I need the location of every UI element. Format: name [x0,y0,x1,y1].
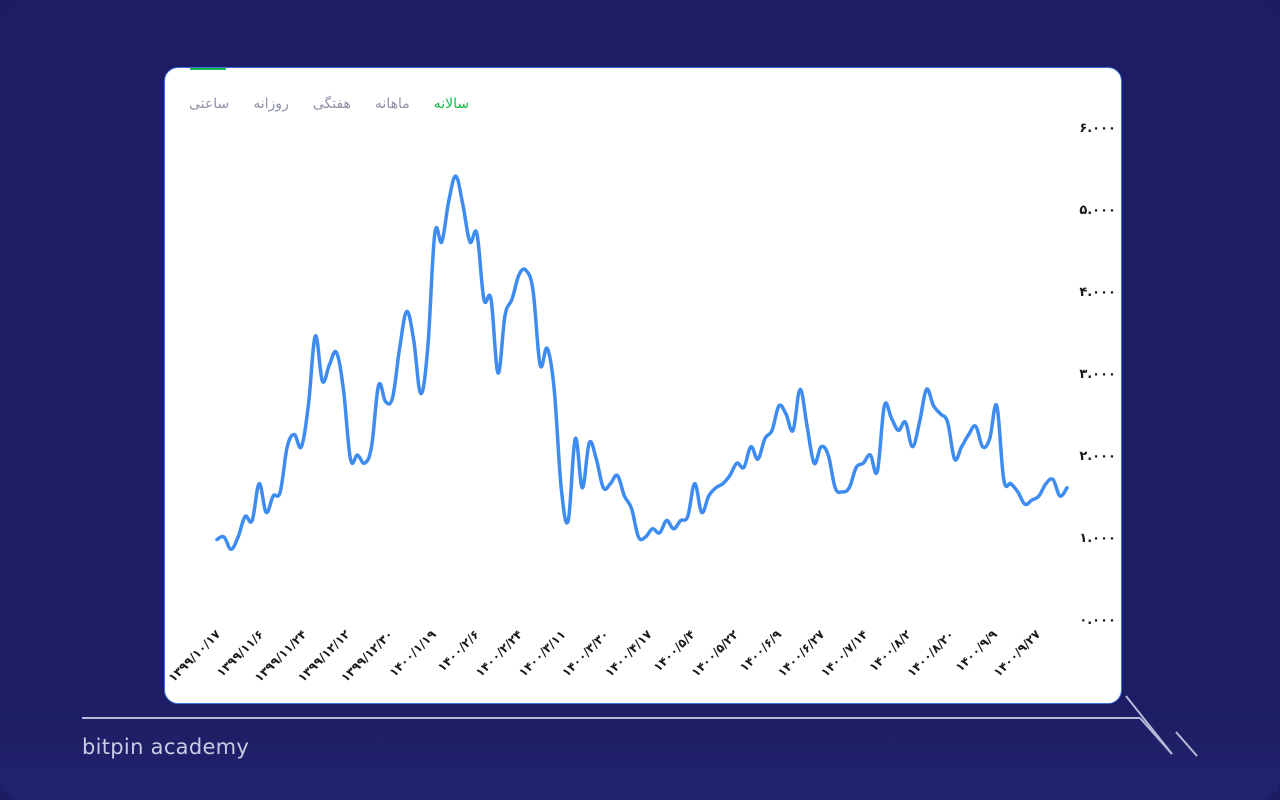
x-tick-label: ۱۴۰۰/۴/۱۷ [602,627,655,680]
decorative-slashes [1125,695,1198,757]
x-tick-label: ۱۴۰۰/۹/۲۷ [991,627,1044,680]
tab-hourly[interactable]: ساعتی [189,96,230,112]
chart-card: سالانه ماهانه هفتگی روزانه ساعتی ۰.۰۰۰ ۱.… [164,67,1122,704]
active-tab-indicator [190,68,226,70]
tab-yearly[interactable]: سالانه [433,96,470,112]
y-tick-label: ۳.۰۰۰ [1079,367,1116,382]
bottom-glow [0,710,1280,800]
timeframe-tabs: سالانه ماهانه هفتگی روزانه ساعتی [189,96,469,120]
x-tick-label: ۱۴۰۰/۱/۱۹ [387,627,440,680]
footer-divider [82,717,1140,719]
price-chart: ۰.۰۰۰ ۱.۰۰۰ ۲.۰۰۰ ۳.۰۰۰ ۴.۰۰۰ ۵.۰۰۰ ۶.۰۰۰ ۱۳۹۹/… [166,121,1116,685]
y-tick-label: ۴.۰۰۰ [1079,285,1116,300]
tab-weekly[interactable]: هفتگی [312,96,351,112]
tab-daily[interactable]: روزانه [253,96,289,112]
series-line [215,174,1069,552]
tab-monthly[interactable]: ماهانه [374,96,410,112]
x-tick-label: ۱۴۰۰/۸/۲۰ [904,627,956,679]
y-tick-label: ۰.۰۰۰ [1079,613,1116,628]
x-tick-label: ۱۴۰۰/۵/۲۲ [689,627,742,680]
y-tick-label: ۵.۰۰۰ [1079,203,1116,218]
x-tick-label: ۱۴۰۰/۷/۱۴ [818,627,870,679]
y-tick-label: ۱.۰۰۰ [1079,531,1116,546]
y-tick-label: ۶.۰۰۰ [1079,121,1116,136]
y-tick-label: ۲.۰۰۰ [1079,449,1116,464]
x-tick-label: ۱۳۹۹/۱۰/۱۷ [166,627,224,685]
brand-name: bitpin academy [82,735,250,759]
